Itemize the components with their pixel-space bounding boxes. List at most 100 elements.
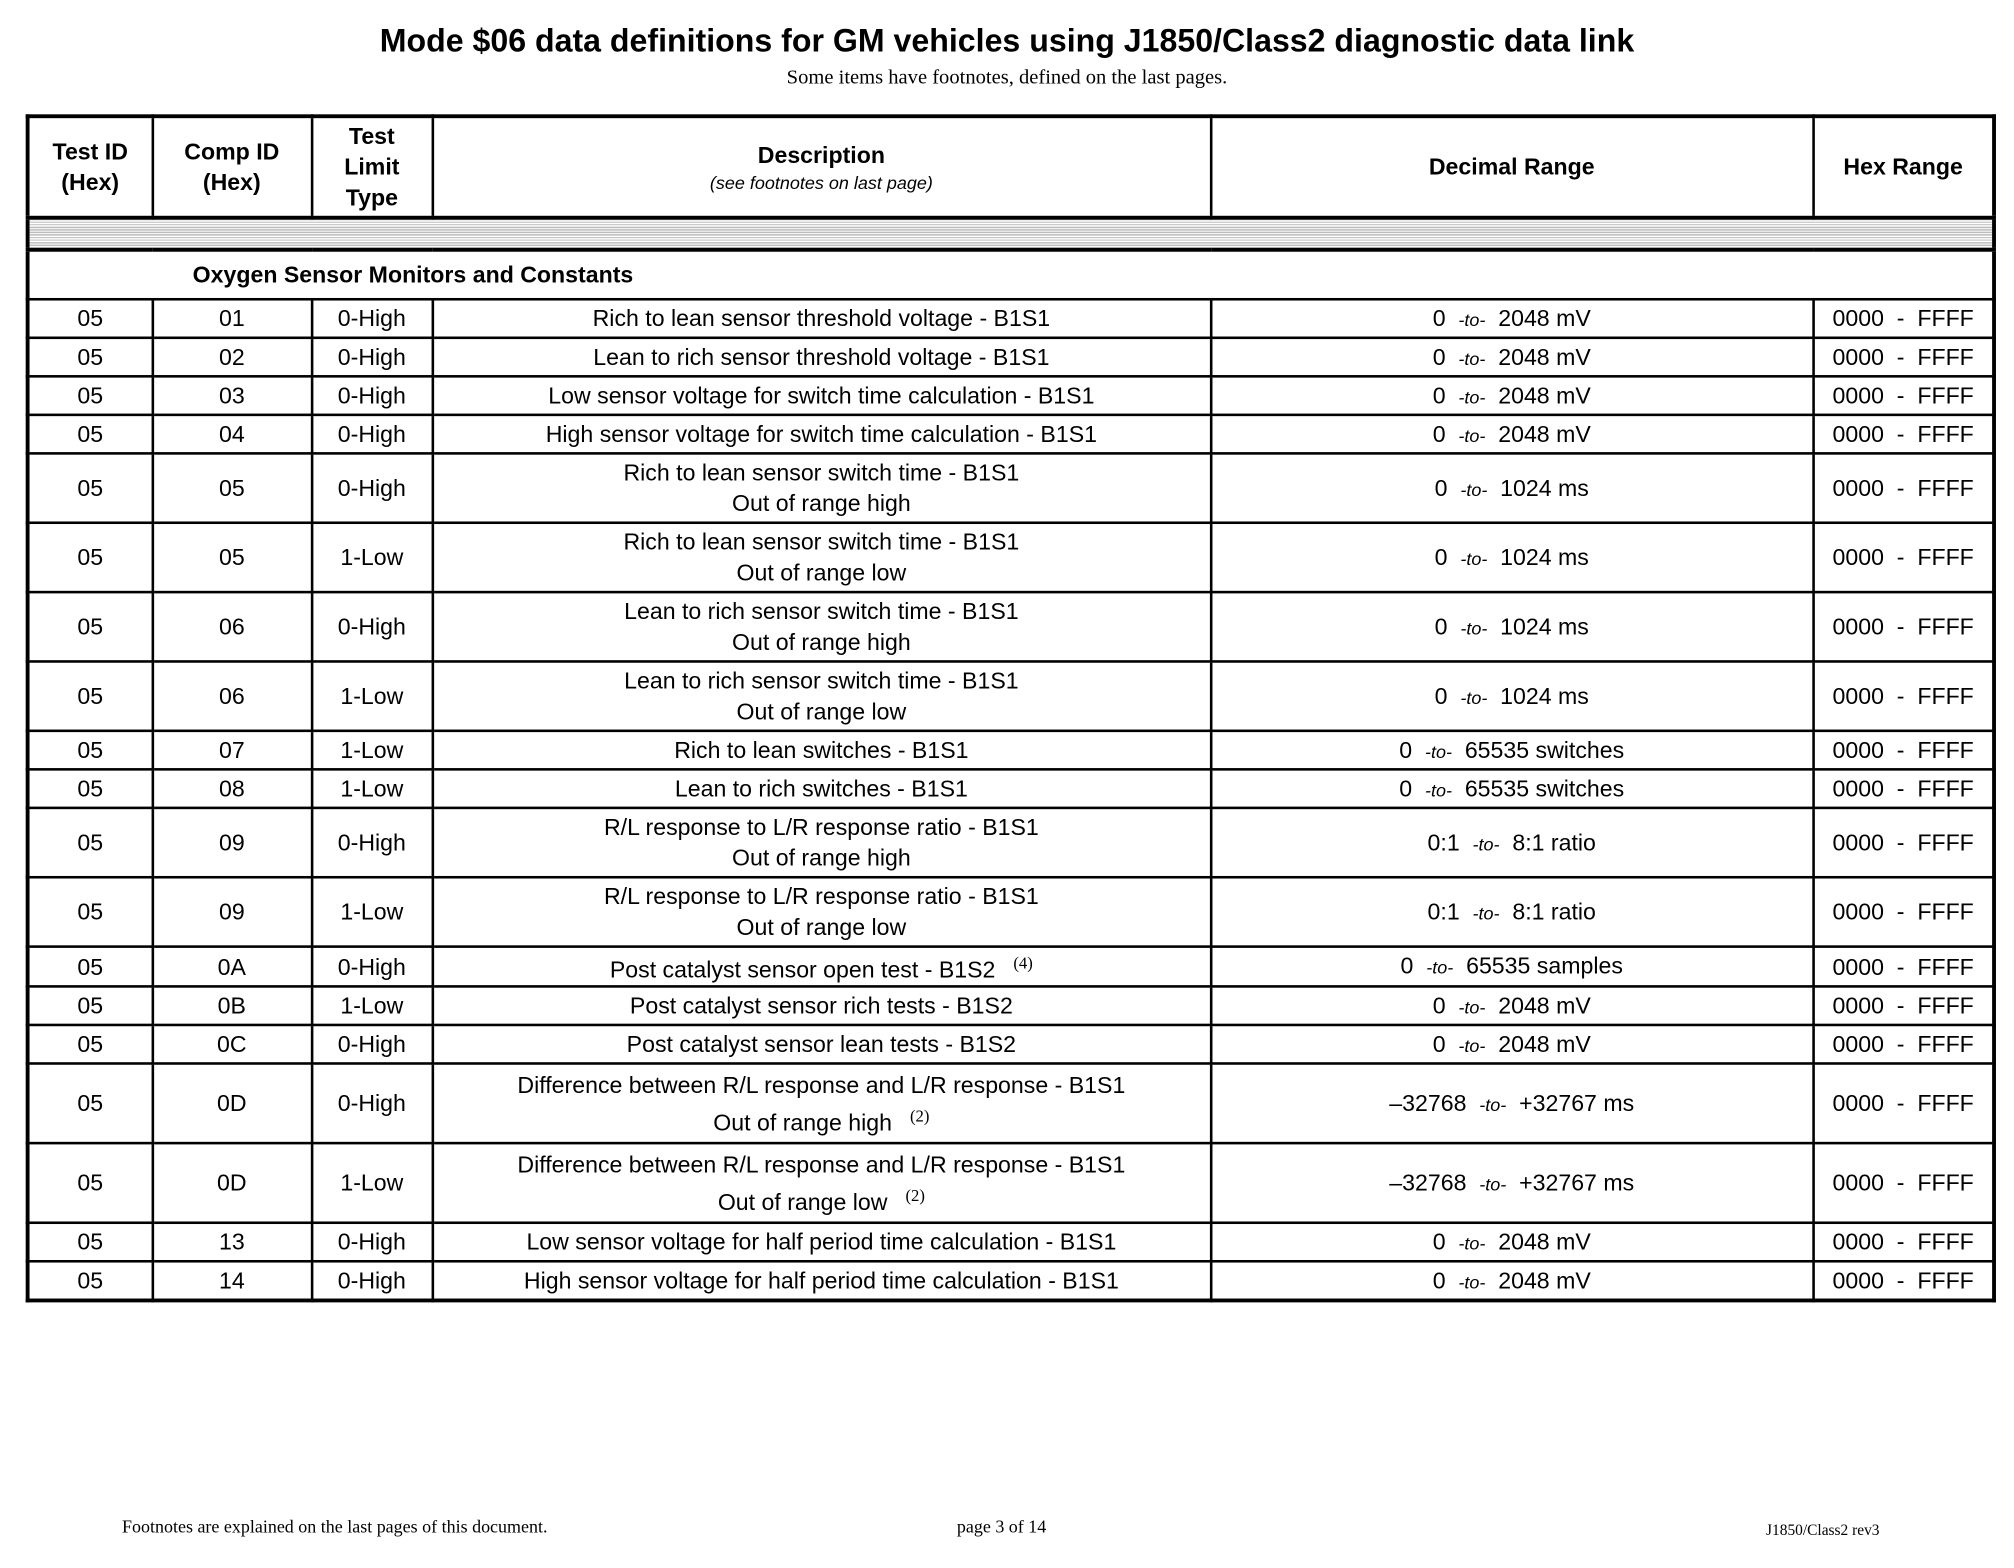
- table-row: 05 0C 0-High Post catalyst sensor lean test…: [26, 1023, 1996, 1065]
- hex-range: 0000 - FFFF: [1811, 1221, 1996, 1263]
- hex-range: 0000 - FFFF: [1811, 945, 1996, 988]
- table-row: 05 13 0-High Low sensor voltage for half pe…: [26, 1221, 1996, 1263]
- comp-id: 0A: [150, 945, 313, 988]
- decimal-range: –32768 -to- +32767 ms: [1209, 1062, 1815, 1145]
- hex-range: 0000 - FFFF: [1811, 806, 1996, 879]
- page-number: page 3 of 14: [956, 1518, 1047, 1538]
- comp-id: 05: [150, 452, 313, 525]
- limit-type: 0-High: [310, 297, 434, 340]
- description: Post catalyst sensor lean tests - B1S2: [430, 1023, 1212, 1065]
- comp-id: 0D: [150, 1062, 313, 1145]
- decimal-range: 0 -to- 65535 samples: [1209, 945, 1815, 988]
- doc-revision: J1850/Class2 rev3: [1766, 1520, 1880, 1539]
- table-row: 05 03 0-High Low sensor voltage for switch …: [26, 375, 1996, 417]
- decimal-range: 0 -to- 2048 mV: [1209, 1260, 1815, 1302]
- hex-range: 0000 - FFFF: [1811, 336, 1996, 378]
- test-id: 05: [26, 806, 154, 879]
- limit-type: 0-High: [310, 375, 434, 417]
- description: Lean to rich sensor threshold voltage - …: [430, 336, 1212, 378]
- description: High sensor voltage for half period time…: [430, 1260, 1212, 1302]
- footnote-marker: (2): [905, 1184, 925, 1205]
- table-row: 05 0D 0-High Difference between R/L respons…: [26, 1062, 1996, 1145]
- decimal-range: 0:1 -to- 8:1 ratio: [1209, 875, 1815, 948]
- test-id: 05: [26, 521, 154, 594]
- comp-id: 06: [150, 590, 313, 663]
- limit-type: 0-High: [310, 452, 434, 525]
- comp-id: 13: [150, 1221, 313, 1263]
- table-row: 05 05 0-High Rich to lean sensor switch tim…: [26, 452, 1996, 525]
- table-row: 05 0A 0-High Post catalyst sensor open test…: [26, 945, 1996, 988]
- decimal-range: 0 -to- 1024 ms: [1209, 521, 1815, 594]
- decimal-range: 0 -to- 1024 ms: [1209, 452, 1815, 525]
- header-test-id: Test ID (Hex): [26, 114, 154, 219]
- table-row: 05 14 0-High High sensor voltage for half p…: [26, 1260, 1996, 1302]
- decimal-range: 0 -to- 1024 ms: [1209, 660, 1815, 733]
- limit-type: 0-High: [310, 590, 434, 663]
- limit-type: 0-High: [310, 806, 434, 879]
- limit-type: 0-High: [310, 1062, 434, 1145]
- test-id: 05: [26, 729, 154, 771]
- comp-id: 0C: [150, 1023, 313, 1065]
- test-id: 05: [26, 1221, 154, 1263]
- header-limit-type: Test Limit Type: [310, 114, 434, 219]
- hex-range: 0000 - FFFF: [1811, 1062, 1996, 1145]
- description: Lean to rich switches - B1S1: [430, 768, 1212, 810]
- table-row: 05 0D 1-Low Difference between R/L response…: [26, 1141, 1996, 1225]
- hex-range: 0000 - FFFF: [1811, 875, 1996, 948]
- decimal-range: 0 -to- 2048 mV: [1209, 336, 1815, 378]
- hex-range: 0000 - FFFF: [1811, 375, 1996, 417]
- limit-type: 1-Low: [310, 521, 434, 594]
- limit-type: 1-Low: [310, 985, 434, 1027]
- decimal-range: 0:1 -to- 8:1 ratio: [1209, 806, 1815, 879]
- test-id: 05: [26, 1141, 154, 1225]
- footnote-marker: (4): [1013, 953, 1033, 973]
- description: Post catalyst sensor rich tests - B1S2: [430, 985, 1212, 1027]
- limit-type: 1-Low: [310, 768, 434, 810]
- decimal-range: 0 -to- 2048 mV: [1209, 985, 1815, 1027]
- comp-id: 03: [150, 375, 313, 417]
- description: Difference between R/L response and L/R …: [430, 1141, 1212, 1225]
- table-row: 05 08 1-Low Lean to rich switches - B1S1 0 -t…: [26, 768, 1996, 810]
- test-id: 05: [26, 945, 154, 988]
- comp-id: 14: [150, 1260, 313, 1302]
- limit-type: 0-High: [310, 1023, 434, 1065]
- description: Lean to rich sensor switch time - B1S1 Ou…: [430, 660, 1212, 733]
- header-decimal-range: Decimal Range: [1209, 114, 1815, 219]
- decimal-range: 0 -to- 2048 mV: [1209, 375, 1815, 417]
- decimal-range: 0 -to- 2048 mV: [1209, 297, 1815, 340]
- test-id: 05: [26, 297, 154, 340]
- test-id: 05: [26, 413, 154, 455]
- table-row: 05 07 1-Low Rich to lean switches - B1S1 0 -t…: [26, 729, 1996, 771]
- limit-type: 0-High: [310, 945, 434, 988]
- comp-id: 02: [150, 336, 313, 378]
- header-description: Description (see footnotes on last page): [430, 114, 1212, 219]
- description: Rich to lean switches - B1S1: [430, 729, 1212, 771]
- table-row: 05 06 0-High Lean to rich sensor switch tim…: [26, 590, 1996, 663]
- page-subtitle: Some items have footnotes, defined on th…: [786, 66, 1228, 89]
- comp-id: 0D: [150, 1141, 313, 1225]
- comp-id: 06: [150, 660, 313, 733]
- hex-range: 0000 - FFFF: [1811, 660, 1996, 733]
- decimal-range: –32768 -to- +32767 ms: [1209, 1141, 1815, 1225]
- hex-range: 0000 - FFFF: [1811, 985, 1996, 1027]
- shaded-divider: [26, 216, 1996, 252]
- table-row: 05 0B 1-Low Post catalyst sensor rich tests…: [26, 985, 1996, 1027]
- hex-range: 0000 - FFFF: [1811, 1260, 1996, 1302]
- comp-id: 01: [150, 297, 313, 340]
- decimal-range: 0 -to- 2048 mV: [1209, 1221, 1815, 1263]
- decimal-range: 0 -to- 2048 mV: [1209, 413, 1815, 455]
- limit-type: 1-Low: [310, 875, 434, 948]
- test-id: 05: [26, 375, 154, 417]
- table-row: 05 09 0-High R/L response to L/R response r…: [26, 806, 1996, 879]
- decimal-range: 0 -to- 65535 switches: [1209, 768, 1815, 810]
- hex-range: 0000 - FFFF: [1811, 768, 1996, 810]
- hex-range: 0000 - FFFF: [1811, 1023, 1996, 1065]
- description: Lean to rich sensor switch time - B1S1 Ou…: [430, 590, 1212, 663]
- comp-id: 05: [150, 521, 313, 594]
- comp-id: 09: [150, 806, 313, 879]
- test-id: 05: [26, 336, 154, 378]
- footnote-marker: (2): [909, 1105, 930, 1125]
- hex-range: 0000 - FFFF: [1811, 729, 1996, 771]
- test-id: 05: [26, 452, 154, 525]
